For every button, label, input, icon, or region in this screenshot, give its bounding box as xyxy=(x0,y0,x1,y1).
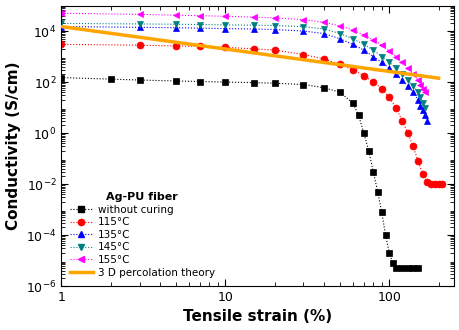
X-axis label: Tensile strain (%): Tensile strain (%) xyxy=(183,310,332,324)
Y-axis label: Conductivity (S/cm): Conductivity (S/cm) xyxy=(6,61,21,230)
Legend: without curing, 115°C, 135°C, 145°C, 155°C, 3 D percolation theory: without curing, 115°C, 135°C, 145°C, 155… xyxy=(67,189,218,281)
